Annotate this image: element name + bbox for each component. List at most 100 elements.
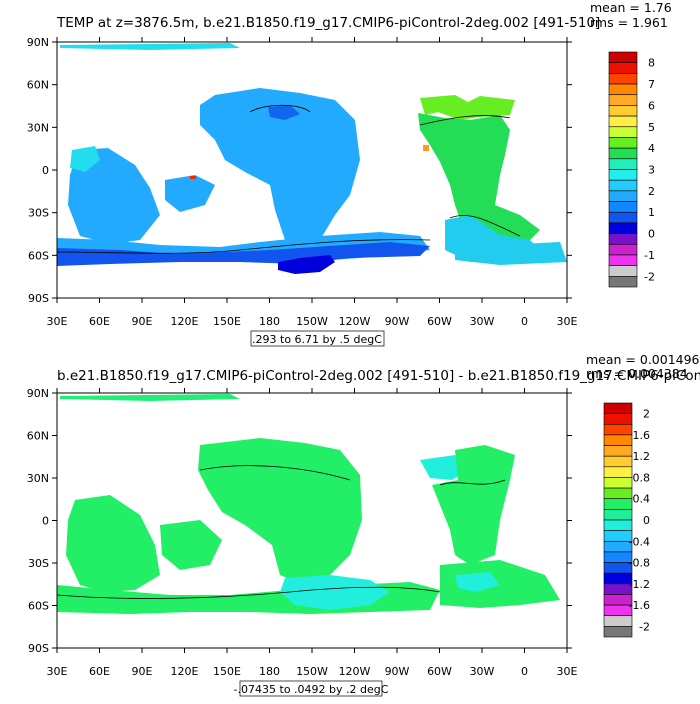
colorbar-swatch [603,434,633,446]
colorbar-swatch [608,94,638,106]
colorbar-swatch [603,626,633,638]
y-tick-label: 60S [28,600,49,613]
y-tick-label: 90S [28,642,49,655]
x-tick-label: 120E [171,665,199,678]
x-tick-label: 180 [259,315,280,328]
panel-2-ticks: 90N 60N 30N 0 30S 60S 90S 30E 60E 90E 120E 150E 180 1… [27,387,578,678]
p2-pacific-water [198,438,362,585]
p2-wpac-water [160,520,222,570]
colorbar-label: 1 [648,206,655,219]
colorbar-swatch [608,265,638,277]
x-tick-label: 60W [427,315,452,328]
colorbar-swatch [608,169,638,181]
y-tick-label: 0 [42,515,49,528]
colorbar-swatch [608,201,638,213]
y-tick-label: 30N [27,121,49,134]
x-tick-label: 60E [89,315,110,328]
colorbar-swatch [608,243,638,256]
p1-contour-d [449,215,521,237]
p1-gulf-spot [423,145,429,151]
colorbar-swatch [608,190,638,202]
y-tick-label: 90N [27,387,49,400]
p1-natl-green [420,95,515,120]
p1-arctic-water [60,43,240,50]
p1-contour-a [249,104,311,113]
x-tick-label: 30E [47,665,68,678]
panel-2-map-field [57,394,560,614]
panel-2-info-box [239,680,383,697]
y-tick-label: 30S [28,207,49,220]
colorbar-label: -2 [644,270,655,283]
panel-2-colorbar: 2 1.6 1.2 0.8 0.4 0 -0.4 -0.8 -1.2 -1.6 -2 [603,402,651,638]
colorbar-label: 0 [643,514,650,527]
y-tick-label: 90S [28,292,49,305]
colorbar-label: 3 [648,164,655,177]
x-tick-label: 0 [521,665,528,678]
colorbar-swatch [608,233,638,245]
x-tick-label: 90W [385,665,410,678]
p2-contour-b [57,586,441,599]
colorbar-label: 0.4 [633,493,651,506]
p1-ross-sea [278,255,335,274]
x-tick-label: 30E [557,315,578,328]
panel-1-map-field [57,43,567,274]
colorbar-swatch [608,222,638,234]
x-tick-label: 0 [521,315,528,328]
y-tick-label: 60N [27,79,49,92]
x-tick-label: 150W [296,665,328,678]
colorbar-label: 2 [643,408,650,421]
colorbar-label: -1.2 [629,578,650,591]
colorbar-swatch [608,51,638,63]
colorbar-swatch [603,455,633,468]
colorbar-swatch [603,487,633,500]
x-tick-label: 90E [132,315,153,328]
colorbar-swatch [603,466,633,478]
y-tick-label: 90N [27,36,49,49]
p1-natl-water [418,113,510,215]
p1-pacific-water [200,88,360,248]
panel-1-info-text: .293 to 6.71 by .5 degC [252,333,382,346]
p2-natl-water [432,445,515,565]
panel-2-mean: mean = 0.001496 [586,352,700,367]
p1-southern-dark [57,242,430,266]
colorbar-swatch [608,147,638,160]
colorbar-swatch [608,158,638,170]
colorbar-label: 8 [648,57,655,70]
colorbar-swatch [608,83,638,96]
x-tick-label: 60E [89,665,110,678]
colorbar-label: 7 [648,78,655,91]
colorbar-label: -1 [644,249,655,262]
x-tick-label: 30W [470,315,495,328]
x-tick-label: 30E [47,315,68,328]
p2-natl-light [420,455,468,480]
p1-contour-c [57,239,431,254]
p2-satl-water [440,560,560,608]
colorbar-label: 4 [648,142,655,155]
colorbar-swatch [608,211,638,224]
panel-2-info-text: -.07435 to .0492 by .2 degC [234,683,389,696]
colorbar-swatch [603,445,633,457]
colorbar-label: 1.6 [633,429,651,442]
panel-2: b.e21.B1850.f19_g17.CMIP6-piControl-2deg… [27,352,700,697]
x-tick-label: 150W [296,315,328,328]
colorbar-label: 0.8 [633,471,651,484]
panel-1-ticks: 90N 60N 30N 0 30S 60S 90S 30E 60E 90E 120E 150E 180 1… [27,36,578,328]
colorbar-swatch [608,254,638,266]
colorbar-swatch [608,126,638,138]
p2-southern-light [280,575,390,610]
y-tick-label: 30S [28,557,49,570]
colorbar-label: -0.4 [629,535,650,548]
p1-weddell [455,240,567,265]
p2-indian-water [66,495,160,592]
y-tick-label: 60S [28,249,49,262]
colorbar-label: -0.8 [629,557,650,570]
p1-indian-water [68,148,160,244]
colorbar-swatch [603,498,633,510]
p2-contour-c [439,479,506,486]
y-tick-label: 30N [27,472,49,485]
panel-2-rms: rms = 0.004384 [586,366,688,381]
p2-contour-a [199,465,351,481]
colorbar-label: 0 [648,228,655,241]
x-tick-label: 120E [171,315,199,328]
